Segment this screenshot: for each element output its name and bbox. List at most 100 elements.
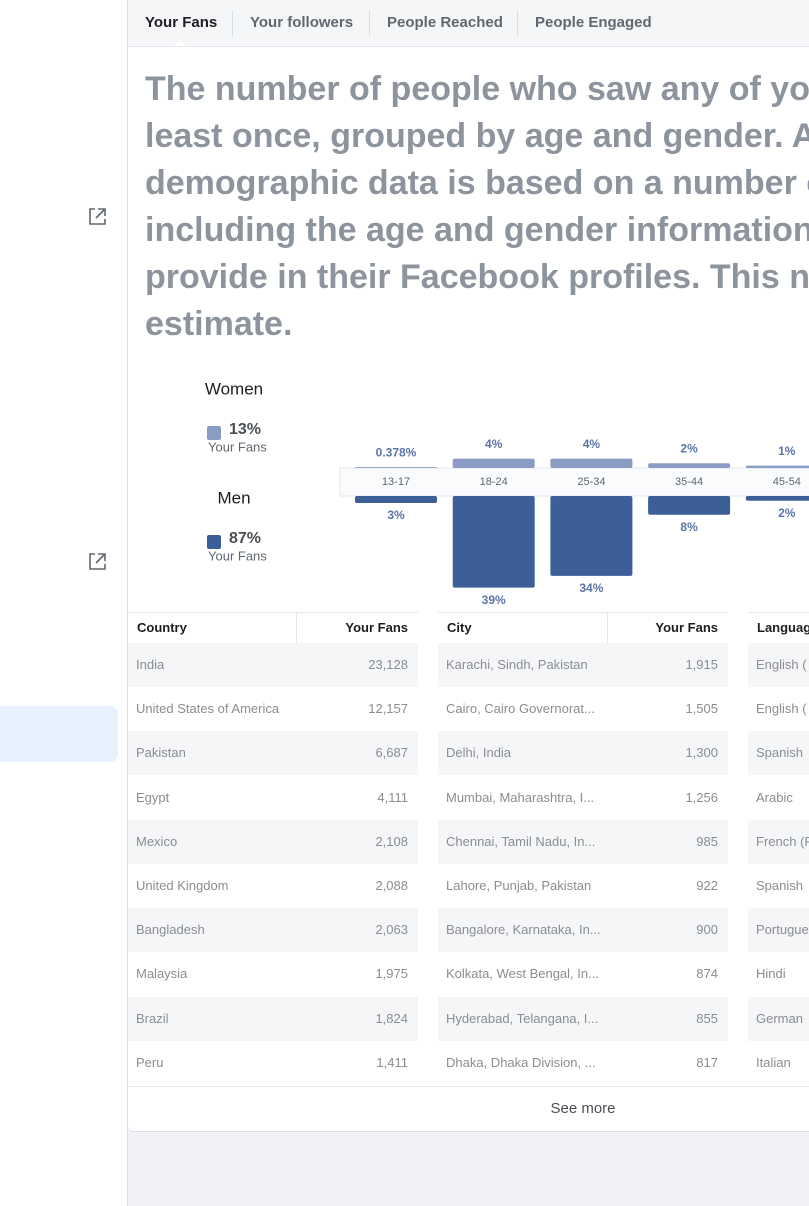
selected-nav-item[interactable] bbox=[0, 706, 118, 762]
description-line: demographic data is based on a number o bbox=[145, 164, 809, 202]
table-cell: Kolkata, West Bengal, In... bbox=[446, 966, 599, 982]
table-cell: English ( bbox=[756, 701, 807, 717]
table-row bbox=[438, 864, 728, 908]
table-cell: Arabic bbox=[756, 789, 793, 805]
table-row bbox=[748, 643, 809, 687]
table-cell: Portugue bbox=[756, 922, 809, 938]
age-label: 45-54 bbox=[773, 476, 801, 488]
table-row bbox=[128, 864, 418, 908]
description-line: The number of people who saw any of you bbox=[145, 70, 809, 108]
table-row bbox=[748, 687, 809, 732]
see-more-button[interactable]: See more bbox=[550, 1100, 616, 1117]
table-cell: Cairo, Cairo Governorat... bbox=[446, 701, 595, 717]
description-line: estimate. bbox=[145, 305, 293, 343]
table-cell: 817 bbox=[696, 1054, 718, 1070]
table-cell: United States of America bbox=[136, 701, 280, 717]
table-row bbox=[748, 1040, 809, 1085]
table-row bbox=[438, 819, 728, 864]
table-cell: 900 bbox=[696, 922, 718, 938]
table-row bbox=[438, 775, 728, 820]
value-label: 8% bbox=[680, 520, 698, 534]
description-line: including the age and gender information bbox=[145, 211, 809, 249]
age-band bbox=[339, 467, 809, 497]
women-bar bbox=[452, 458, 535, 468]
tab[interactable]: People Engaged bbox=[535, 14, 652, 31]
table-row bbox=[128, 952, 418, 997]
table-row bbox=[748, 864, 809, 908]
table-row bbox=[128, 819, 418, 864]
table-row bbox=[438, 687, 728, 732]
table-cell: Egypt bbox=[136, 789, 170, 805]
table-cell: Lahore, Punjab, Pakistan bbox=[446, 878, 592, 893]
table-cell: Karachi, Sindh, Pakistan bbox=[446, 657, 588, 672]
table-cell: English ( bbox=[756, 657, 807, 672]
value-label: 34% bbox=[579, 581, 603, 595]
table-row bbox=[438, 1040, 728, 1085]
table-row bbox=[748, 952, 809, 997]
table-cell: 6,687 bbox=[375, 745, 408, 761]
table-cell: Italian bbox=[756, 1054, 791, 1070]
table-cell: 2,063 bbox=[375, 922, 408, 938]
table-cell: Bangalore, Karnataka, In... bbox=[446, 922, 601, 938]
table-cell: Brazil bbox=[136, 1010, 169, 1026]
table-cell: 1,824 bbox=[375, 1010, 408, 1026]
age-label: 35-44 bbox=[675, 476, 703, 488]
table-cell: Mexico bbox=[136, 833, 178, 849]
table-row bbox=[438, 952, 728, 997]
table-cell: Dhaka, Dhaka Division, ... bbox=[446, 1054, 596, 1070]
table-cell: 855 bbox=[696, 1010, 718, 1026]
value-label: 4% bbox=[583, 437, 601, 451]
table-row bbox=[128, 1040, 418, 1085]
open-link-icon[interactable] bbox=[86, 206, 108, 228]
table-cell: French (F bbox=[756, 833, 809, 849]
men-bar bbox=[648, 496, 731, 515]
table-row bbox=[128, 687, 418, 732]
table-header bbox=[438, 612, 728, 645]
tab[interactable]: People Reached bbox=[387, 14, 503, 31]
table-row bbox=[128, 643, 418, 687]
column-header: Country bbox=[137, 620, 187, 635]
table-cell: 1,256 bbox=[685, 789, 718, 805]
table-cell: 1,915 bbox=[685, 657, 718, 672]
legend-caption: Your Fans bbox=[208, 548, 267, 563]
table-row bbox=[748, 819, 809, 864]
description-line: least once, grouped by age and gender. A… bbox=[145, 117, 809, 155]
age-label: 25-34 bbox=[577, 476, 605, 488]
table-cell: 985 bbox=[696, 833, 718, 849]
legend-title: Women bbox=[205, 379, 263, 398]
men-bar bbox=[355, 496, 437, 504]
column-divider bbox=[607, 613, 608, 643]
column-header: Your Fans bbox=[345, 620, 408, 635]
legend-caption: Your Fans bbox=[208, 439, 267, 454]
table-row bbox=[128, 996, 418, 1041]
legend-swatch bbox=[207, 535, 221, 549]
table-cell: Delhi, India bbox=[446, 745, 512, 761]
table-row bbox=[128, 775, 418, 820]
table-row bbox=[438, 643, 728, 687]
table-header bbox=[128, 612, 418, 645]
tab[interactable]: Your followers bbox=[250, 14, 354, 31]
see-more-divider bbox=[128, 1086, 809, 1087]
tab[interactable]: Your Fans bbox=[145, 14, 218, 31]
table-cell: United Kingdom bbox=[136, 878, 229, 893]
value-label: 2% bbox=[778, 506, 796, 520]
value-label: 2% bbox=[680, 441, 698, 455]
column-divider bbox=[296, 613, 297, 643]
value-label: 39% bbox=[482, 593, 506, 607]
table-cell: Spanish bbox=[756, 878, 803, 893]
value-label: 3% bbox=[387, 508, 405, 522]
table-cell: Peru bbox=[136, 1054, 164, 1070]
table-row bbox=[438, 908, 728, 953]
open-link-icon[interactable] bbox=[86, 551, 108, 573]
legend-title: Men bbox=[217, 488, 250, 507]
table-row bbox=[748, 775, 809, 820]
table-cell: German bbox=[756, 1010, 803, 1026]
women-bar bbox=[745, 465, 809, 468]
table-cell: 1,505 bbox=[685, 701, 718, 717]
value-label: 4% bbox=[485, 437, 503, 451]
column-header: Your Fans bbox=[655, 620, 718, 635]
table-cell: Hyderabad, Telangana, I... bbox=[446, 1010, 599, 1026]
table-cell: India bbox=[136, 657, 165, 672]
table-row bbox=[748, 996, 809, 1041]
